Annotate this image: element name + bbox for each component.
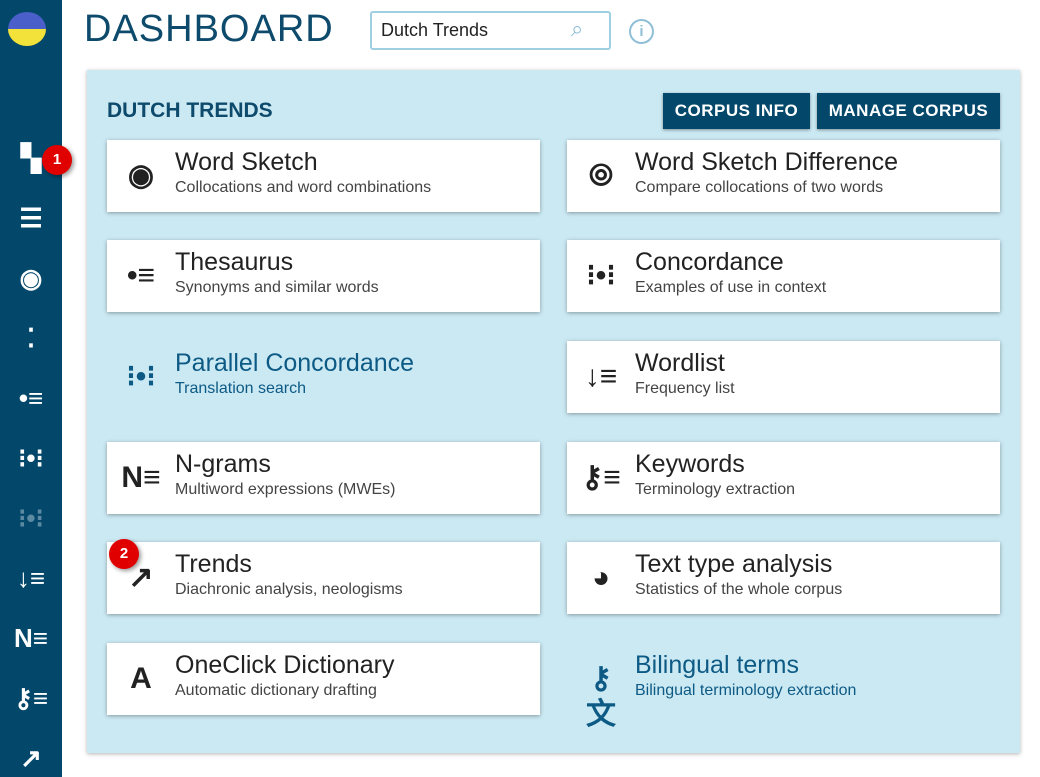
text-type-analysis-icon: ◕	[591, 561, 611, 594]
ngrams-icon: N≡	[121, 461, 161, 494]
card-oneclick-dictionary[interactable]: A OneClick Dictionary Automatic dictiona…	[107, 643, 540, 715]
thesaurus-icon[interactable]: •≡	[18, 383, 44, 413]
card-bilingual-terms[interactable]: ⚷文 Bilingual terms Bilingual terminology…	[567, 643, 1000, 731]
card-title: Keywords	[635, 450, 745, 478]
card-description: Collocations and word combinations	[175, 179, 432, 196]
corpus-panel: DUTCH TRENDS CORPUS INFO MANAGE CORPUS ◉…	[87, 70, 1020, 753]
card-trends[interactable]: ↗ Trends Diachronic analysis, neologisms	[107, 542, 540, 614]
trends-icon: ↗	[128, 561, 154, 594]
corpus-search-input[interactable]	[370, 11, 611, 50]
card-text-type-analysis[interactable]: ◕ Text type analysis Statistics of the w…	[567, 542, 1000, 614]
card-parallel-concordance[interactable]: ⁝•⁝ Parallel Concordance Translation sea…	[107, 341, 540, 413]
corpus-info-button[interactable]: CORPUS INFO	[663, 93, 810, 129]
keywords-icon[interactable]: ⚷≡	[13, 683, 49, 713]
corpus-list-icon[interactable]: ☰	[19, 203, 43, 233]
card-title: Word Sketch Difference	[635, 148, 899, 176]
oneclick-dictionary-icon: A	[130, 662, 152, 695]
parallel-concordance-icon[interactable]: ⁝•⁝	[18, 503, 44, 533]
card-title: Trends	[175, 550, 252, 578]
thesaurus-icon: •≡	[126, 259, 155, 292]
manage-corpus-button[interactable]: MANAGE CORPUS	[817, 93, 1000, 129]
card-thesaurus[interactable]: •≡ Thesaurus Synonyms and similar words	[107, 240, 540, 312]
parallel-concordance-icon: ⁝•⁝	[126, 360, 156, 393]
info-icon[interactable]: i	[629, 19, 654, 44]
card-description: Compare collocations of two words	[635, 179, 884, 196]
card-wordlist[interactable]: ↓≡ Wordlist Frequency list	[567, 341, 1000, 413]
page-title: DASHBOARD	[84, 8, 334, 50]
card-description: Translation search	[175, 380, 307, 397]
card-word-sketch[interactable]: ◉ Word Sketch Collocations and word comb…	[107, 140, 540, 212]
bilingual-terms-icon: ⚷文	[586, 662, 616, 731]
dashboard-icon[interactable]: ▚	[21, 143, 41, 173]
card-description: Statistics of the whole corpus	[635, 581, 843, 598]
trends-icon[interactable]: ↗	[20, 743, 42, 773]
concordance-icon[interactable]: ⁝•⁝	[18, 443, 44, 473]
card-title: Parallel Concordance	[175, 349, 415, 377]
step-badge-2: 2	[109, 539, 139, 569]
card-title: Wordlist	[635, 349, 725, 377]
card-description: Examples of use in context	[635, 279, 827, 296]
sidebar: ▚ ☰ ◉ ⁚ •≡ ⁝•⁝ ⁝•⁝ ↓≡ N≡ ⚷≡ ↗	[0, 0, 62, 777]
card-concordance[interactable]: ⁝•⁝ Concordance Examples of use in conte…	[567, 240, 1000, 312]
card-keywords[interactable]: ⚷≡ Keywords Terminology extraction	[567, 442, 1000, 514]
concordance-icon: ⁝•⁝	[586, 259, 616, 292]
word-sketch-difference-icon: ⦾	[589, 159, 613, 192]
card-description: Diachronic analysis, neologisms	[175, 581, 403, 598]
logo[interactable]	[8, 12, 46, 46]
word-sketch-difference-icon[interactable]: ⁚	[26, 323, 36, 353]
panel-title: DUTCH TRENDS	[107, 99, 273, 122]
card-title: OneClick Dictionary	[175, 651, 395, 679]
card-description: Synonyms and similar words	[175, 279, 379, 296]
wordlist-icon: ↓≡	[584, 360, 618, 393]
step-badge-1: 1	[42, 145, 72, 175]
word-sketch-icon: ◉	[127, 159, 155, 192]
search-icon[interactable]: ⌕	[571, 16, 584, 41]
card-title: Word Sketch	[175, 148, 318, 176]
card-title: N-grams	[175, 450, 271, 478]
card-description: Terminology extraction	[635, 481, 796, 498]
card-title: Concordance	[635, 248, 784, 276]
card-title: Bilingual terms	[635, 651, 799, 679]
card-title: Thesaurus	[175, 248, 294, 276]
keywords-icon: ⚷≡	[581, 461, 621, 494]
card-description: Frequency list	[635, 380, 735, 397]
card-title: Text type analysis	[635, 550, 833, 578]
card-description: Automatic dictionary drafting	[175, 682, 377, 699]
card-word-sketch-difference[interactable]: ⦾ Word Sketch Difference Compare colloca…	[567, 140, 1000, 212]
card-description: Multiword expressions (MWEs)	[175, 481, 396, 498]
card-n-grams[interactable]: N≡ N-grams Multiword expressions (MWEs)	[107, 442, 540, 514]
wordlist-icon[interactable]: ↓≡	[16, 563, 46, 593]
ngrams-icon[interactable]: N≡	[14, 623, 48, 653]
word-sketch-icon[interactable]: ◉	[19, 263, 43, 293]
card-description: Bilingual terminology extraction	[635, 682, 857, 699]
